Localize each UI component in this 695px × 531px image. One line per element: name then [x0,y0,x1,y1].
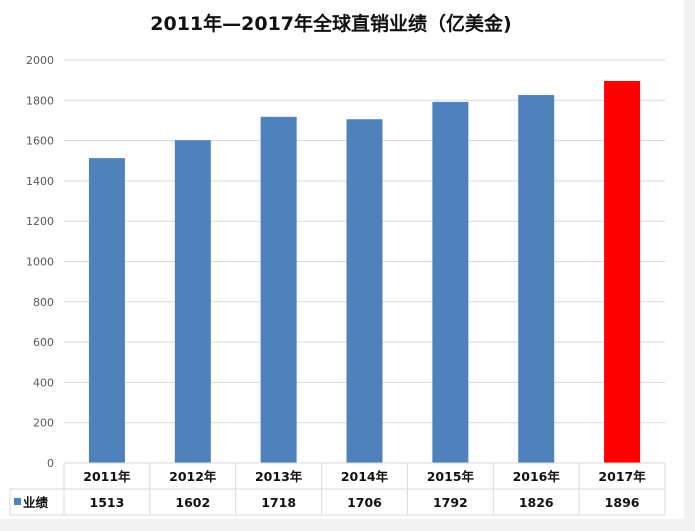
data-label: 1896 [605,495,640,510]
data-label: 1706 [347,495,382,510]
y-tick-label: 600 [33,336,54,349]
chart-title: 2011年—2017年全球直销业绩（亿美金) [150,12,511,35]
data-label: 1792 [433,495,468,510]
bar [432,101,469,464]
bar [604,80,641,464]
y-tick-label: 1000 [26,256,54,269]
x-category-label: 2012年 [169,469,217,484]
x-category-label: 2015年 [427,469,475,484]
y-tick-label: 0 [47,457,54,470]
y-tick-label: 1200 [26,215,54,228]
data-label: 1602 [175,495,210,510]
legend-label: 业绩 [23,495,49,510]
bar [346,119,383,463]
y-tick-label: 400 [33,376,54,389]
data-label: 1718 [261,495,296,510]
x-category-label: 2016年 [513,469,561,484]
x-category-label: 2014年 [341,469,389,484]
y-tick-label: 1600 [26,135,54,148]
bar [174,140,211,463]
y-tick-label: 1800 [26,94,54,107]
y-tick-label: 800 [33,296,54,309]
bar [518,95,555,463]
bar [260,116,297,463]
x-category-label: 2013年 [255,469,303,484]
y-tick-label: 1400 [26,175,54,188]
y-tick-label: 200 [33,417,54,430]
x-category-label: 2017年 [598,469,646,484]
x-category-label: 2011年 [83,469,131,484]
legend-swatch [14,498,21,505]
bar [88,158,125,463]
y-tick-label: 2000 [26,54,54,67]
data-label: 1826 [519,495,554,510]
data-label: 1513 [90,495,125,510]
